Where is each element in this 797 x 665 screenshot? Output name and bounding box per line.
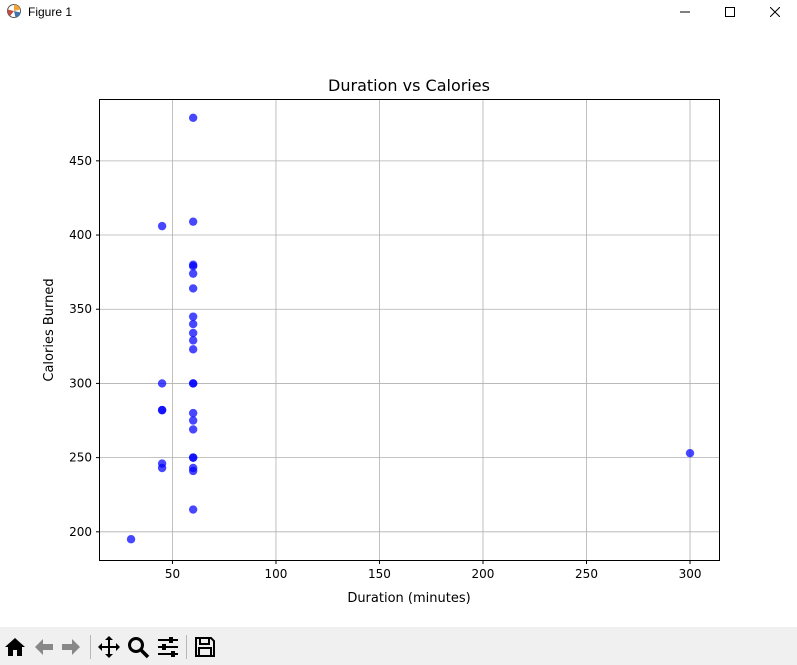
data-point xyxy=(188,284,198,293)
zoom-magnifier-icon xyxy=(128,637,150,659)
data-point xyxy=(188,261,198,271)
plot-frame xyxy=(99,99,720,561)
toolbar-separator xyxy=(186,635,187,659)
back-arrow-icon xyxy=(35,639,53,655)
data-point xyxy=(188,269,198,278)
data-point xyxy=(126,535,136,544)
chart-title: Duration vs Calories xyxy=(328,76,490,95)
matplotlib-app-icon xyxy=(6,3,22,19)
y-tick-label: 450 xyxy=(69,154,92,168)
window-title: Figure 1 xyxy=(28,5,73,19)
maximize-icon xyxy=(725,7,735,17)
x-tick-label: 250 xyxy=(575,567,598,581)
data-point xyxy=(188,416,198,425)
scatter-chart: Duration vs Calories 50 100 150 200 250 300 2… xyxy=(42,76,720,606)
minimize-icon xyxy=(680,11,690,13)
close-button[interactable] xyxy=(752,0,797,24)
data-point xyxy=(188,217,198,226)
pan-move-icon xyxy=(98,636,120,658)
maximize-button[interactable] xyxy=(707,0,753,24)
configure-subplots-button[interactable] xyxy=(155,634,181,660)
figure-canvas[interactable]: Duration vs Calories 50 100 150 200 250 300 2… xyxy=(0,24,797,627)
toolbar-separator xyxy=(90,635,91,659)
data-point xyxy=(157,405,167,415)
y-tick-label: 250 xyxy=(69,451,92,465)
data-point xyxy=(188,345,198,354)
y-axis-label: Calories Burned xyxy=(42,278,57,381)
data-point xyxy=(685,448,695,458)
configure-subplots-icon xyxy=(158,637,178,657)
y-tick-label: 350 xyxy=(69,302,92,316)
data-point xyxy=(188,328,198,338)
data-point xyxy=(188,408,198,418)
x-tick-label: 150 xyxy=(368,567,391,581)
x-axis-label: Duration (minutes) xyxy=(347,591,470,606)
x-tick-label: 200 xyxy=(472,567,495,581)
save-button[interactable] xyxy=(192,634,218,660)
forward-button[interactable] xyxy=(58,634,84,660)
pan-button[interactable] xyxy=(96,634,122,660)
forward-arrow-icon xyxy=(62,639,80,655)
x-tick-label: 300 xyxy=(679,567,702,581)
data-point xyxy=(188,312,198,321)
grid-lines xyxy=(100,100,719,560)
y-tick-label: 200 xyxy=(69,525,92,539)
data-point xyxy=(188,319,198,329)
data-point xyxy=(157,379,167,388)
x-tick-label: 50 xyxy=(165,567,180,581)
data-point xyxy=(188,453,198,462)
home-icon xyxy=(5,638,25,656)
back-button[interactable] xyxy=(31,634,57,660)
y-tick-label: 300 xyxy=(69,376,92,390)
minimize-button[interactable] xyxy=(662,0,708,24)
close-icon xyxy=(770,7,780,17)
window-titlebar: Figure 1 xyxy=(0,0,797,24)
data-point xyxy=(188,466,198,476)
data-points xyxy=(126,113,695,544)
data-point xyxy=(188,505,198,514)
x-axis-ticks: 50 100 150 200 250 300 xyxy=(165,560,702,581)
y-axis-ticks: 200 250 300 350 400 450 xyxy=(69,154,100,539)
zoom-button[interactable] xyxy=(125,634,151,660)
data-point xyxy=(188,379,198,388)
save-floppy-icon xyxy=(195,637,215,657)
data-point xyxy=(188,425,198,434)
data-point xyxy=(157,221,167,231)
navigation-toolbar xyxy=(0,627,797,665)
y-tick-label: 400 xyxy=(69,228,92,242)
home-button[interactable] xyxy=(2,634,28,660)
data-point xyxy=(157,463,167,473)
data-point xyxy=(188,336,198,345)
x-tick-label: 100 xyxy=(265,567,288,581)
data-point xyxy=(188,113,198,123)
